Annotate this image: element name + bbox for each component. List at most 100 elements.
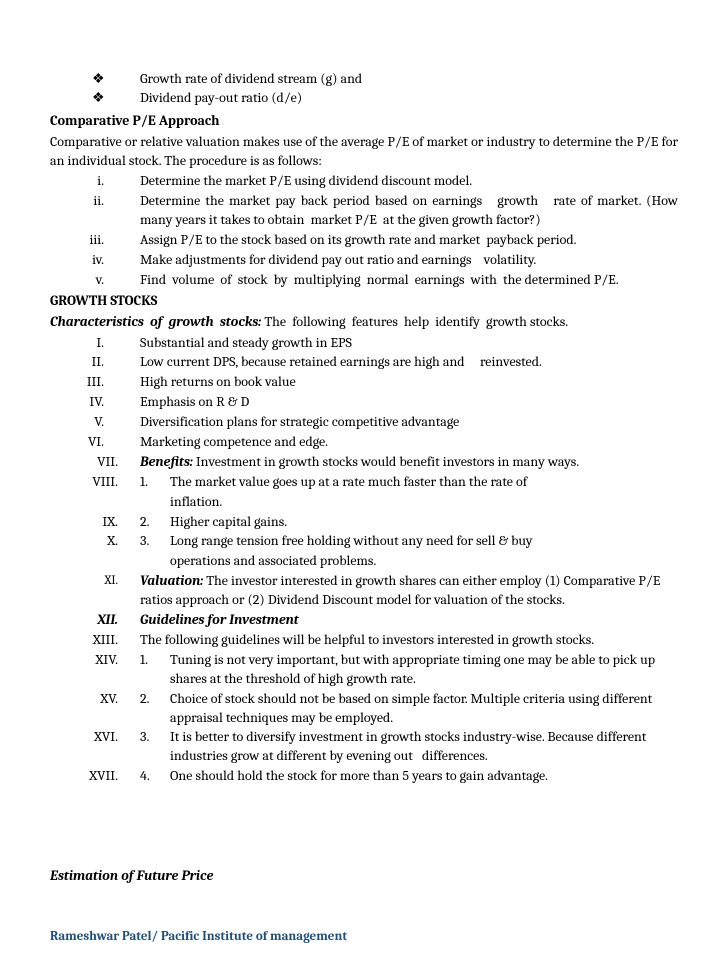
benefit-text: The market value goes up at a rate much … — [170, 473, 678, 492]
list-text: Determine the market P/E using dividend … — [140, 172, 678, 191]
list-item: IV.Emphasis on R & D — [50, 393, 678, 412]
valuation-row: XI. Valuation: The investor interested i… — [50, 572, 678, 610]
valuation-label: Valuation: — [140, 572, 203, 589]
list-text: Find volume of stock by multiplying norm… — [140, 271, 678, 290]
benefit-item-cont: inflation. — [50, 493, 678, 512]
guidelines-intro-text: The following guidelines will be helpful… — [140, 631, 678, 650]
benefits-label: Benefits: — [140, 453, 193, 470]
list-marker: VI. — [50, 433, 140, 452]
guidelines-heading-row: XII. Guidelines for Investment — [50, 611, 678, 630]
intro-paragraph: Comparative or relative valuation makes … — [50, 133, 678, 171]
benefits-text: Investment in growth stocks would benefi… — [193, 453, 579, 470]
benefit-text-cont: operations and associated problems. — [170, 552, 678, 571]
bullet-text: Dividend pay-out ratio (d/e) — [140, 89, 678, 108]
sub-number: 4. — [140, 767, 170, 786]
valuation-content: Valuation: The investor interested in gr… — [140, 572, 678, 610]
sub-number: 1. — [140, 651, 170, 670]
list-marker: III. — [50, 373, 140, 392]
list-marker: iv. — [50, 251, 140, 270]
spacer — [50, 886, 678, 926]
benefit-text: Higher capital gains. — [170, 513, 678, 532]
list-item: iv. Make adjustments for dividend pay ou… — [50, 251, 678, 270]
list-item: VI.Marketing competence and edge. — [50, 433, 678, 452]
sub-number: 2. — [140, 690, 170, 709]
list-marker: XIII. — [50, 631, 140, 650]
dividend-bullets: ❖ Growth rate of dividend stream (g) and… — [50, 70, 678, 108]
list-marker: XVII. — [50, 767, 140, 786]
valuation-text: The investor interested in growth shares… — [140, 572, 660, 608]
list-text: Substantial and steady growth in EPS — [140, 334, 678, 353]
guideline-text: Tuning is not very important, but with a… — [170, 651, 678, 689]
guidelines-intro-row: XIII. The following guidelines will be h… — [50, 631, 678, 650]
list-item: v. Find volume of stock by multiplying n… — [50, 271, 678, 290]
guideline-text: Choice of stock should not be based on s… — [170, 690, 678, 728]
sub-number: 2. — [140, 513, 170, 532]
list-text: Assign P/E to the stock based on its gro… — [140, 231, 678, 250]
sub-number: 1. — [140, 473, 170, 492]
benefits-content: Benefits: Investment in growth stocks wo… — [140, 453, 678, 472]
list-marker: i. — [50, 172, 140, 191]
list-marker: IV. — [50, 393, 140, 412]
list-text: Diversification plans for strategic comp… — [140, 413, 678, 432]
list-marker: XII. — [50, 611, 140, 630]
heading-comparative-pe: Comparative P/E Approach — [50, 112, 678, 131]
list-item: iii. Assign P/E to the stock based on it… — [50, 231, 678, 250]
benefit-item: X. 3. Long range tension free holding wi… — [50, 532, 678, 551]
list-marker: iii. — [50, 231, 140, 250]
page-footer: Rameshwar Patel/ Pacific Institute of ma… — [50, 928, 678, 946]
guideline-item: XV. 2. Choice of stock should not be bas… — [50, 690, 678, 728]
guideline-item: XIV. 1. Tuning is not very important, bu… — [50, 651, 678, 689]
bullet-item: ❖ Dividend pay-out ratio (d/e) — [50, 89, 678, 108]
list-marker: XV. — [50, 690, 140, 709]
heading-estimation: Estimation of Future Price — [50, 867, 678, 886]
list-marker: II. — [50, 353, 140, 372]
guideline-item: XVI. 3. It is better to diversify invest… — [50, 728, 678, 766]
spacer — [50, 787, 678, 867]
guideline-item: XVII. 4. One should hold the stock for m… — [50, 767, 678, 786]
list-marker: VII. — [50, 453, 140, 472]
benefit-text: Long range tension free holding without … — [170, 532, 678, 551]
heading-growth-stocks: GROWTH STOCKS — [50, 292, 678, 311]
list-item: i. Determine the market P/E using divide… — [50, 172, 678, 191]
benefit-item-cont: operations and associated problems. — [50, 552, 678, 571]
benefit-text-cont: inflation. — [170, 493, 678, 512]
benefit-item: VIII. 1. The market value goes up at a r… — [50, 473, 678, 492]
characteristics-list: I.Substantial and steady growth in EPS I… — [50, 334, 678, 786]
list-marker: XIV. — [50, 651, 140, 670]
list-item: II.Low current DPS, because retained ear… — [50, 353, 678, 372]
list-text: Determine the market pay back period bas… — [140, 192, 678, 230]
list-marker: ii. — [50, 192, 140, 211]
list-marker: VIII. — [50, 473, 140, 492]
list-marker: XI. — [50, 572, 140, 588]
list-item: I.Substantial and steady growth in EPS — [50, 334, 678, 353]
list-item: V.Diversification plans for strategic co… — [50, 413, 678, 432]
bullet-text: Growth rate of dividend stream (g) and — [140, 70, 678, 89]
bullet-marker: ❖ — [50, 70, 140, 89]
benefits-row: VII. Benefits: Investment in growth stoc… — [50, 453, 678, 472]
guideline-text: One should hold the stock for more than … — [170, 767, 678, 786]
list-marker: IX. — [50, 513, 140, 532]
guidelines-label: Guidelines for Investment — [140, 611, 678, 630]
list-text: Make adjustments for dividend pay out ra… — [140, 251, 678, 270]
sub-number: 3. — [140, 728, 170, 747]
characteristics-text: The following features help identify gro… — [261, 313, 568, 330]
procedure-list: i. Determine the market P/E using divide… — [50, 172, 678, 289]
list-marker: I. — [50, 334, 140, 353]
benefit-item: IX. 2. Higher capital gains. — [50, 513, 678, 532]
list-marker: X. — [50, 532, 140, 551]
bullet-marker: ❖ — [50, 89, 140, 108]
list-marker: V. — [50, 413, 140, 432]
list-text: Emphasis on R & D — [140, 393, 678, 412]
list-item: ii. Determine the market pay back period… — [50, 192, 678, 230]
list-item: III.High returns on book value — [50, 373, 678, 392]
list-text: High returns on book value — [140, 373, 678, 392]
characteristics-label: Characteristics of growth stocks: — [50, 313, 261, 330]
list-marker: XVI. — [50, 728, 140, 747]
guideline-text: It is better to diversify investment in … — [170, 728, 678, 766]
bullet-item: ❖ Growth rate of dividend stream (g) and — [50, 70, 678, 89]
characteristics-intro: Characteristics of growth stocks: The fo… — [50, 313, 678, 332]
sub-number: 3. — [140, 532, 170, 551]
list-text: Marketing competence and edge. — [140, 433, 678, 452]
list-text: Low current DPS, because retained earnin… — [140, 353, 678, 372]
list-marker: v. — [50, 271, 140, 290]
